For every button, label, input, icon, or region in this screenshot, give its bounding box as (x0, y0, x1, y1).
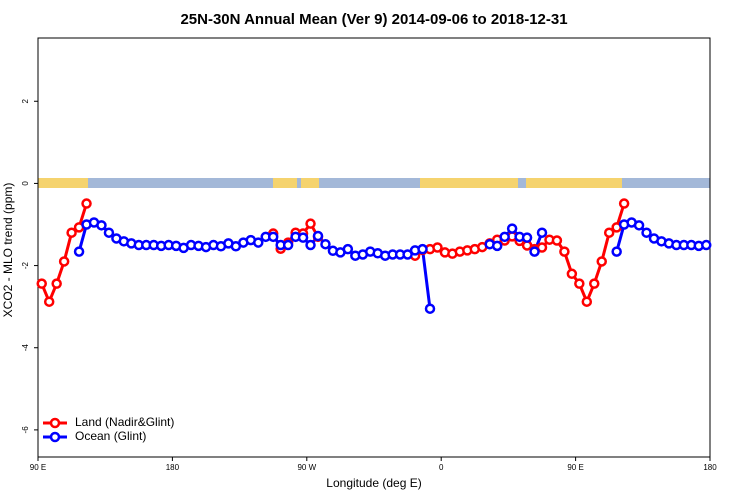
data-point (297, 232, 309, 243)
y-tick-label: -2 (21, 261, 30, 269)
data-point (499, 231, 510, 243)
data-point (73, 246, 85, 257)
data-point (305, 239, 316, 251)
data-point (506, 223, 518, 234)
land-ocean-strip (38, 178, 710, 188)
data-point (402, 249, 413, 260)
y-tick-label: -4 (21, 344, 30, 352)
data-point (43, 296, 55, 307)
land-strip (301, 178, 319, 188)
data-point (320, 238, 331, 250)
data-point (103, 227, 115, 238)
data-point (611, 246, 622, 257)
y-tick-label: -6 (21, 426, 30, 434)
data-point (66, 227, 77, 238)
x-tick-label: 90 W (297, 463, 316, 472)
data-point (529, 246, 540, 257)
x-axis-label: Longitude (deg E) (326, 476, 421, 490)
data-point (58, 256, 70, 267)
data-point (267, 231, 279, 243)
data-point (641, 227, 652, 238)
data-point (491, 240, 503, 252)
data-point (603, 227, 615, 238)
data-point (581, 296, 593, 307)
data-point (589, 278, 600, 289)
legend-label: Land (Nadir&Glint) (75, 415, 174, 429)
data-point (596, 256, 607, 267)
data-point (559, 246, 570, 257)
chart-title: 25N-30N Annual Mean (Ver 9) 2014-09-06 t… (180, 11, 567, 28)
x-tick-label: 180 (166, 463, 180, 472)
data-point (701, 239, 712, 251)
legend-marker (49, 431, 61, 443)
data-point (424, 303, 436, 314)
land-strip (273, 178, 297, 188)
ocean-strip (38, 178, 710, 188)
legend-marker (49, 417, 61, 429)
data-point (618, 198, 630, 209)
data-point (36, 278, 47, 289)
land-strip (38, 178, 88, 188)
x-tick-label: 180 (703, 463, 717, 472)
data-point (417, 243, 428, 255)
x-tick-label: 90 E (30, 463, 46, 472)
x-tick-label: 90 E (567, 463, 583, 472)
data-point (536, 227, 548, 238)
legend-label: Ocean (Glint) (75, 429, 146, 443)
data-point (305, 218, 316, 229)
data-point (342, 243, 354, 255)
land-strip (420, 178, 518, 188)
data-point (521, 232, 533, 243)
y-tick-label: 2 (21, 98, 30, 103)
data-point (81, 198, 92, 209)
data-point (574, 278, 585, 289)
data-point (536, 242, 548, 253)
land-strip (526, 178, 622, 188)
data-point (282, 239, 294, 251)
data-point (51, 278, 62, 289)
data-point (253, 237, 264, 248)
data-point (312, 230, 324, 242)
data-point (96, 220, 107, 231)
y-axis-label: XCO2 - MLO trend (ppm) (1, 183, 15, 318)
data-point (566, 268, 578, 280)
x-tick-label: 0 (439, 463, 444, 472)
data-point (633, 220, 645, 231)
data-point (551, 235, 563, 246)
y-tick-label: 0 (21, 181, 30, 186)
data-point (432, 242, 443, 253)
